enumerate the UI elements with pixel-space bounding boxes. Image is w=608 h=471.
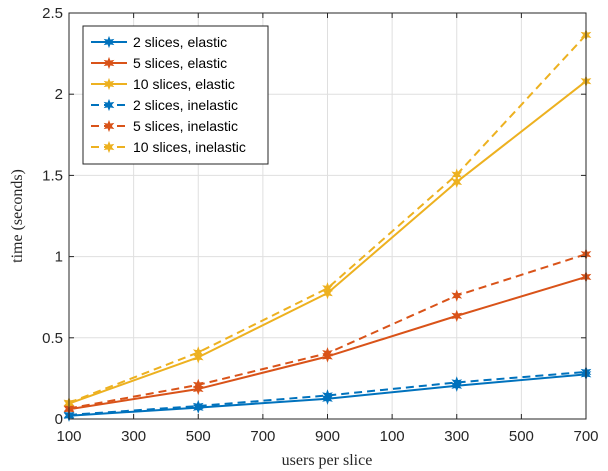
data-point-marker <box>322 282 333 295</box>
x-tick-label: 900 <box>315 428 340 445</box>
legend-label: 2 slices, elastic <box>133 34 227 50</box>
legend-swatch-marker <box>103 119 115 133</box>
legend-swatch-marker <box>103 56 115 70</box>
axis-ticks: 100 300 500 700 900 100 300 500 700 0 0.5 1 1.5 2 2.5 <box>42 5 598 445</box>
y-axis-title: time (seconds) <box>9 169 26 263</box>
x-tick-label: 100 <box>380 428 405 445</box>
data-point-marker <box>322 347 333 360</box>
series-line <box>68 370 587 416</box>
x-tick-label: 500 <box>186 428 211 445</box>
legend-item: 2 slices, elastic <box>91 34 227 50</box>
y-tick-label: 1 <box>55 249 63 266</box>
legend-item: 2 slices, inelastic <box>91 97 238 113</box>
series-line <box>68 34 587 404</box>
legend-swatch-marker <box>103 140 115 154</box>
data-point-marker <box>192 399 204 413</box>
x-tick-label: 500 <box>509 428 534 445</box>
legend-swatch-marker <box>103 98 115 112</box>
x-tick-label: 100 <box>56 428 81 445</box>
legend-label: 10 slices, inelastic <box>133 139 246 155</box>
legend-item: 10 slices, elastic <box>91 76 235 92</box>
y-tick-label: 2 <box>55 86 63 103</box>
legend: 2 slices, elastic 5 slices, elastic 10 sli… <box>82 25 269 165</box>
legend-label: 2 slices, inelastic <box>133 97 238 113</box>
x-axis-title: users per slice <box>282 452 373 469</box>
x-tick-label: 700 <box>573 428 598 445</box>
legend-item: 5 slices, inelastic <box>91 118 238 134</box>
x-tick-label: 300 <box>121 428 146 445</box>
data-point-marker <box>451 289 463 302</box>
y-tick-label: 0.5 <box>42 330 63 347</box>
legend-box <box>82 25 269 165</box>
y-tick-label: 1.5 <box>42 167 63 184</box>
legend-swatch-marker <box>103 35 115 49</box>
x-tick-label: 700 <box>250 428 275 445</box>
data-point-marker <box>451 168 463 181</box>
data-point-marker <box>322 389 333 402</box>
data-point-marker <box>192 346 204 359</box>
legend-item: 5 slices, elastic <box>91 55 227 71</box>
y-tick-label: 2.5 <box>42 5 63 22</box>
data-point-marker <box>451 376 463 389</box>
data-point-marker <box>192 378 204 392</box>
legend-label: 5 slices, elastic <box>133 55 227 71</box>
x-tick-label: 300 <box>444 428 469 445</box>
data-point-marker <box>451 309 463 323</box>
legend-swatch-marker <box>103 77 115 91</box>
legend-label: 10 slices, elastic <box>133 76 235 92</box>
y-tick-label: 0 <box>55 411 63 428</box>
legend-item: 10 slices, inelastic <box>91 139 246 155</box>
legend-label: 5 slices, inelastic <box>133 118 238 134</box>
